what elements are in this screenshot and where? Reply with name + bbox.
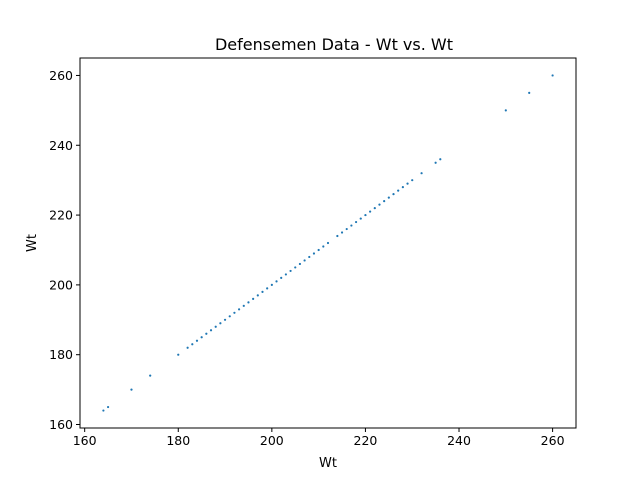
- y-axis-label: Wt: [25, 234, 40, 252]
- data-point: [528, 91, 531, 95]
- x-tick-label: 160: [73, 433, 97, 448]
- data-point: [284, 273, 287, 276]
- data-point: [256, 294, 259, 297]
- y-tick-label: 240: [49, 138, 73, 153]
- x-tick-label: 260: [541, 433, 565, 448]
- data-point: [397, 189, 400, 192]
- data-point: [200, 336, 203, 339]
- y-tick-label: 200: [49, 277, 73, 292]
- data-point: [186, 346, 189, 349]
- x-axis-ticks: 160 180 200 220 240 260: [73, 428, 565, 448]
- plot-frame: [79, 57, 577, 429]
- data-point: [420, 172, 423, 175]
- data-point: [336, 234, 339, 238]
- data-point: [373, 206, 376, 210]
- data-point: [275, 280, 278, 283]
- data-point: [261, 290, 264, 293]
- data-point: [280, 276, 283, 280]
- data-point: [350, 224, 353, 227]
- data-point: [345, 227, 348, 231]
- data-point: [195, 339, 199, 342]
- y-tick-label: 160: [49, 417, 73, 432]
- y-tick-label: 220: [49, 208, 73, 223]
- data-point: [237, 308, 241, 311]
- data-point: [392, 193, 395, 196]
- x-tick-label: 180: [166, 433, 190, 448]
- data-point: [270, 283, 273, 286]
- data-point: [177, 353, 180, 356]
- data-point: [354, 220, 358, 224]
- data-point: [551, 74, 554, 77]
- data-point: [326, 241, 330, 245]
- data-point: [434, 161, 437, 164]
- data-point: [383, 200, 386, 203]
- data-point: [439, 158, 442, 161]
- data-point: [214, 325, 217, 328]
- data-point: [247, 301, 250, 304]
- data-point: [364, 213, 367, 217]
- y-axis-ticks: 160 180 200 220 240 260: [49, 68, 80, 432]
- data-point: [209, 329, 213, 332]
- data-point: [411, 179, 414, 182]
- data-point: [401, 186, 404, 189]
- data-point: [387, 196, 390, 199]
- data-points: [102, 74, 554, 412]
- data-point: [252, 297, 255, 300]
- data-point: [406, 182, 409, 185]
- data-point: [219, 322, 222, 325]
- y-tick-label: 180: [49, 347, 73, 362]
- data-point: [298, 262, 302, 266]
- data-point: [233, 311, 236, 314]
- data-point: [359, 217, 362, 220]
- data-point: [289, 269, 292, 273]
- data-point: [205, 332, 208, 335]
- data-point: [308, 255, 311, 259]
- data-point: [369, 210, 372, 213]
- data-point: [228, 315, 231, 318]
- x-tick-label: 240: [447, 433, 471, 448]
- data-point: [191, 343, 194, 346]
- data-point: [102, 409, 105, 412]
- data-point: [312, 252, 316, 255]
- data-point: [242, 304, 245, 307]
- x-axis-label: Wt: [319, 456, 337, 471]
- data-point: [223, 318, 227, 321]
- data-point: [106, 405, 110, 409]
- chart-title: Defensemen Data - Wt vs. Wt: [215, 35, 453, 54]
- data-point: [340, 231, 344, 234]
- data-point: [317, 248, 320, 252]
- data-point: [378, 203, 381, 206]
- data-point: [322, 245, 325, 248]
- data-point: [504, 109, 507, 112]
- x-tick-label: 200: [260, 433, 284, 448]
- data-point: [303, 259, 306, 262]
- data-point: [294, 266, 297, 269]
- data-point: [130, 388, 133, 391]
- data-point: [149, 374, 152, 377]
- data-point: [266, 287, 269, 290]
- x-tick-label: 220: [354, 433, 378, 448]
- y-tick-label: 260: [49, 68, 73, 83]
